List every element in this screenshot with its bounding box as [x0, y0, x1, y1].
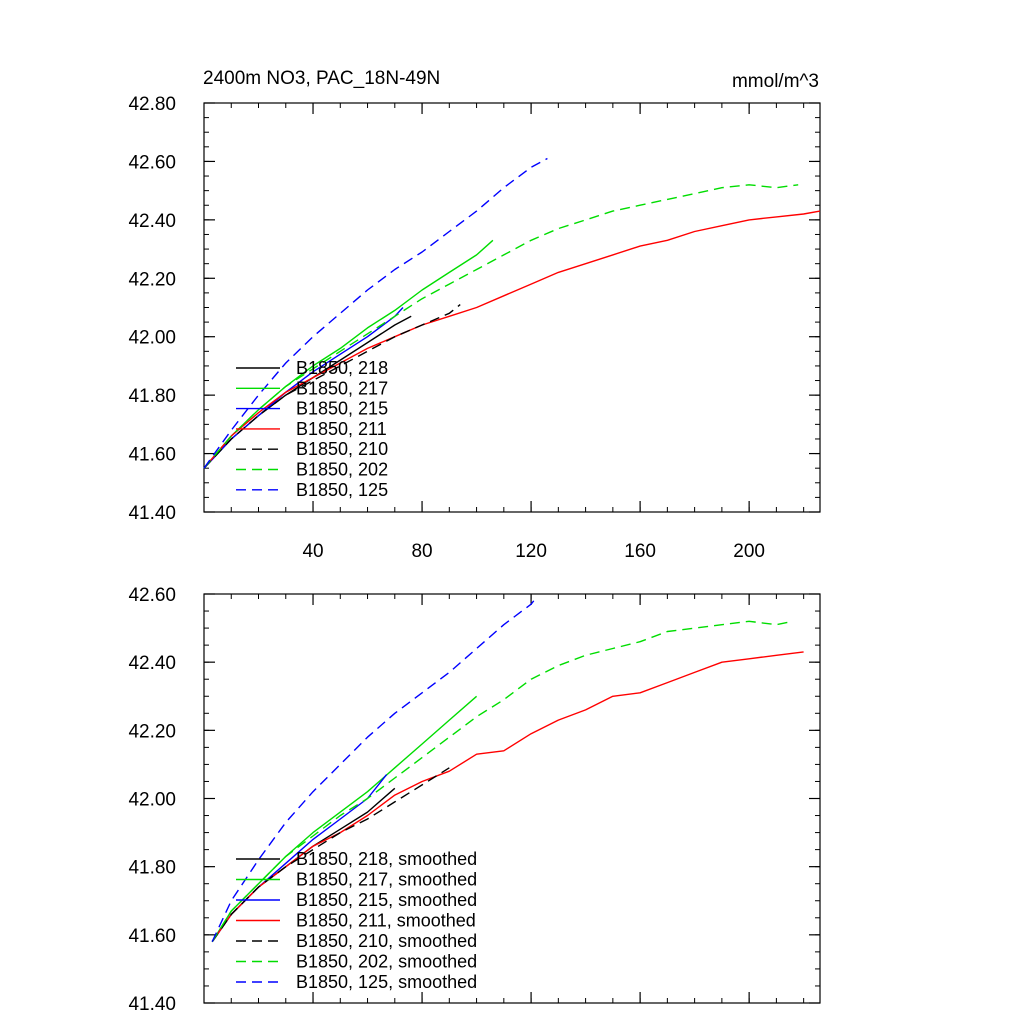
legend-label: B1850, 218, smoothed	[296, 849, 477, 869]
chart-title: 2400m NO3, PAC_18N-49N	[203, 68, 440, 89]
y-tick-label: 42.20	[128, 269, 176, 290]
legend-label: B1850, 211, smoothed	[296, 911, 476, 931]
series-line	[203, 210, 821, 469]
legend-label: B1850, 215	[296, 399, 388, 419]
y-tick-label: 42.80	[128, 94, 176, 115]
legend-label: B1850, 217	[296, 378, 388, 398]
x-tick-label: 200	[733, 541, 765, 562]
y-tick-label: 41.80	[128, 858, 176, 879]
legend-label: B1850, 202	[296, 460, 388, 480]
y-tick-label: 41.60	[128, 445, 176, 466]
y-tick-label: 42.20	[128, 721, 176, 742]
legend-label: B1850, 211	[296, 419, 387, 439]
legend-label: B1850, 210, smoothed	[296, 931, 477, 951]
legend-label: B1850, 202, smoothed	[296, 952, 477, 972]
x-tick-label: 40	[302, 541, 323, 562]
y-tick-label: 42.60	[128, 585, 176, 606]
y-tick-label: 42.40	[128, 211, 176, 232]
legend-label: B1850, 210	[296, 439, 388, 459]
x-tick-label: 80	[411, 541, 432, 562]
series-line	[211, 620, 793, 943]
legend-label: B1850, 125, smoothed	[296, 972, 477, 992]
legend-label: B1850, 217, smoothed	[296, 870, 477, 890]
y-tick-label: 41.60	[128, 926, 176, 947]
units-label: mmol/m^3	[732, 71, 819, 92]
series-line	[203, 304, 461, 469]
series-line	[211, 596, 538, 942]
legend-label: B1850, 125	[296, 480, 388, 500]
series-line	[203, 157, 548, 469]
y-tick-label: 42.60	[128, 152, 176, 173]
legend-label: B1850, 215, smoothed	[296, 890, 477, 910]
bottom-panel: 41.40 41.60 41.80 42.00 42.20 42.40 42.60 B1850…	[128, 585, 821, 1015]
y-tick-label: 42.00	[128, 328, 176, 349]
y-tick-label: 41.40	[128, 994, 176, 1015]
series-line	[203, 184, 799, 469]
series-line	[211, 695, 478, 943]
series-line	[211, 767, 450, 943]
y-tick-label: 42.00	[128, 790, 176, 811]
x-tick-label: 120	[515, 541, 547, 562]
series-line	[211, 651, 804, 943]
y-tick-label: 41.80	[128, 386, 176, 407]
legend-label: B1850, 218	[296, 358, 388, 378]
top-panel: 40 80 120 160 200 41.40 41.60 41.80 42.00 42.20 42…	[128, 94, 821, 562]
y-tick-label: 42.40	[128, 653, 176, 674]
y-tick-label: 41.40	[128, 503, 176, 524]
x-tick-label: 160	[624, 541, 656, 562]
